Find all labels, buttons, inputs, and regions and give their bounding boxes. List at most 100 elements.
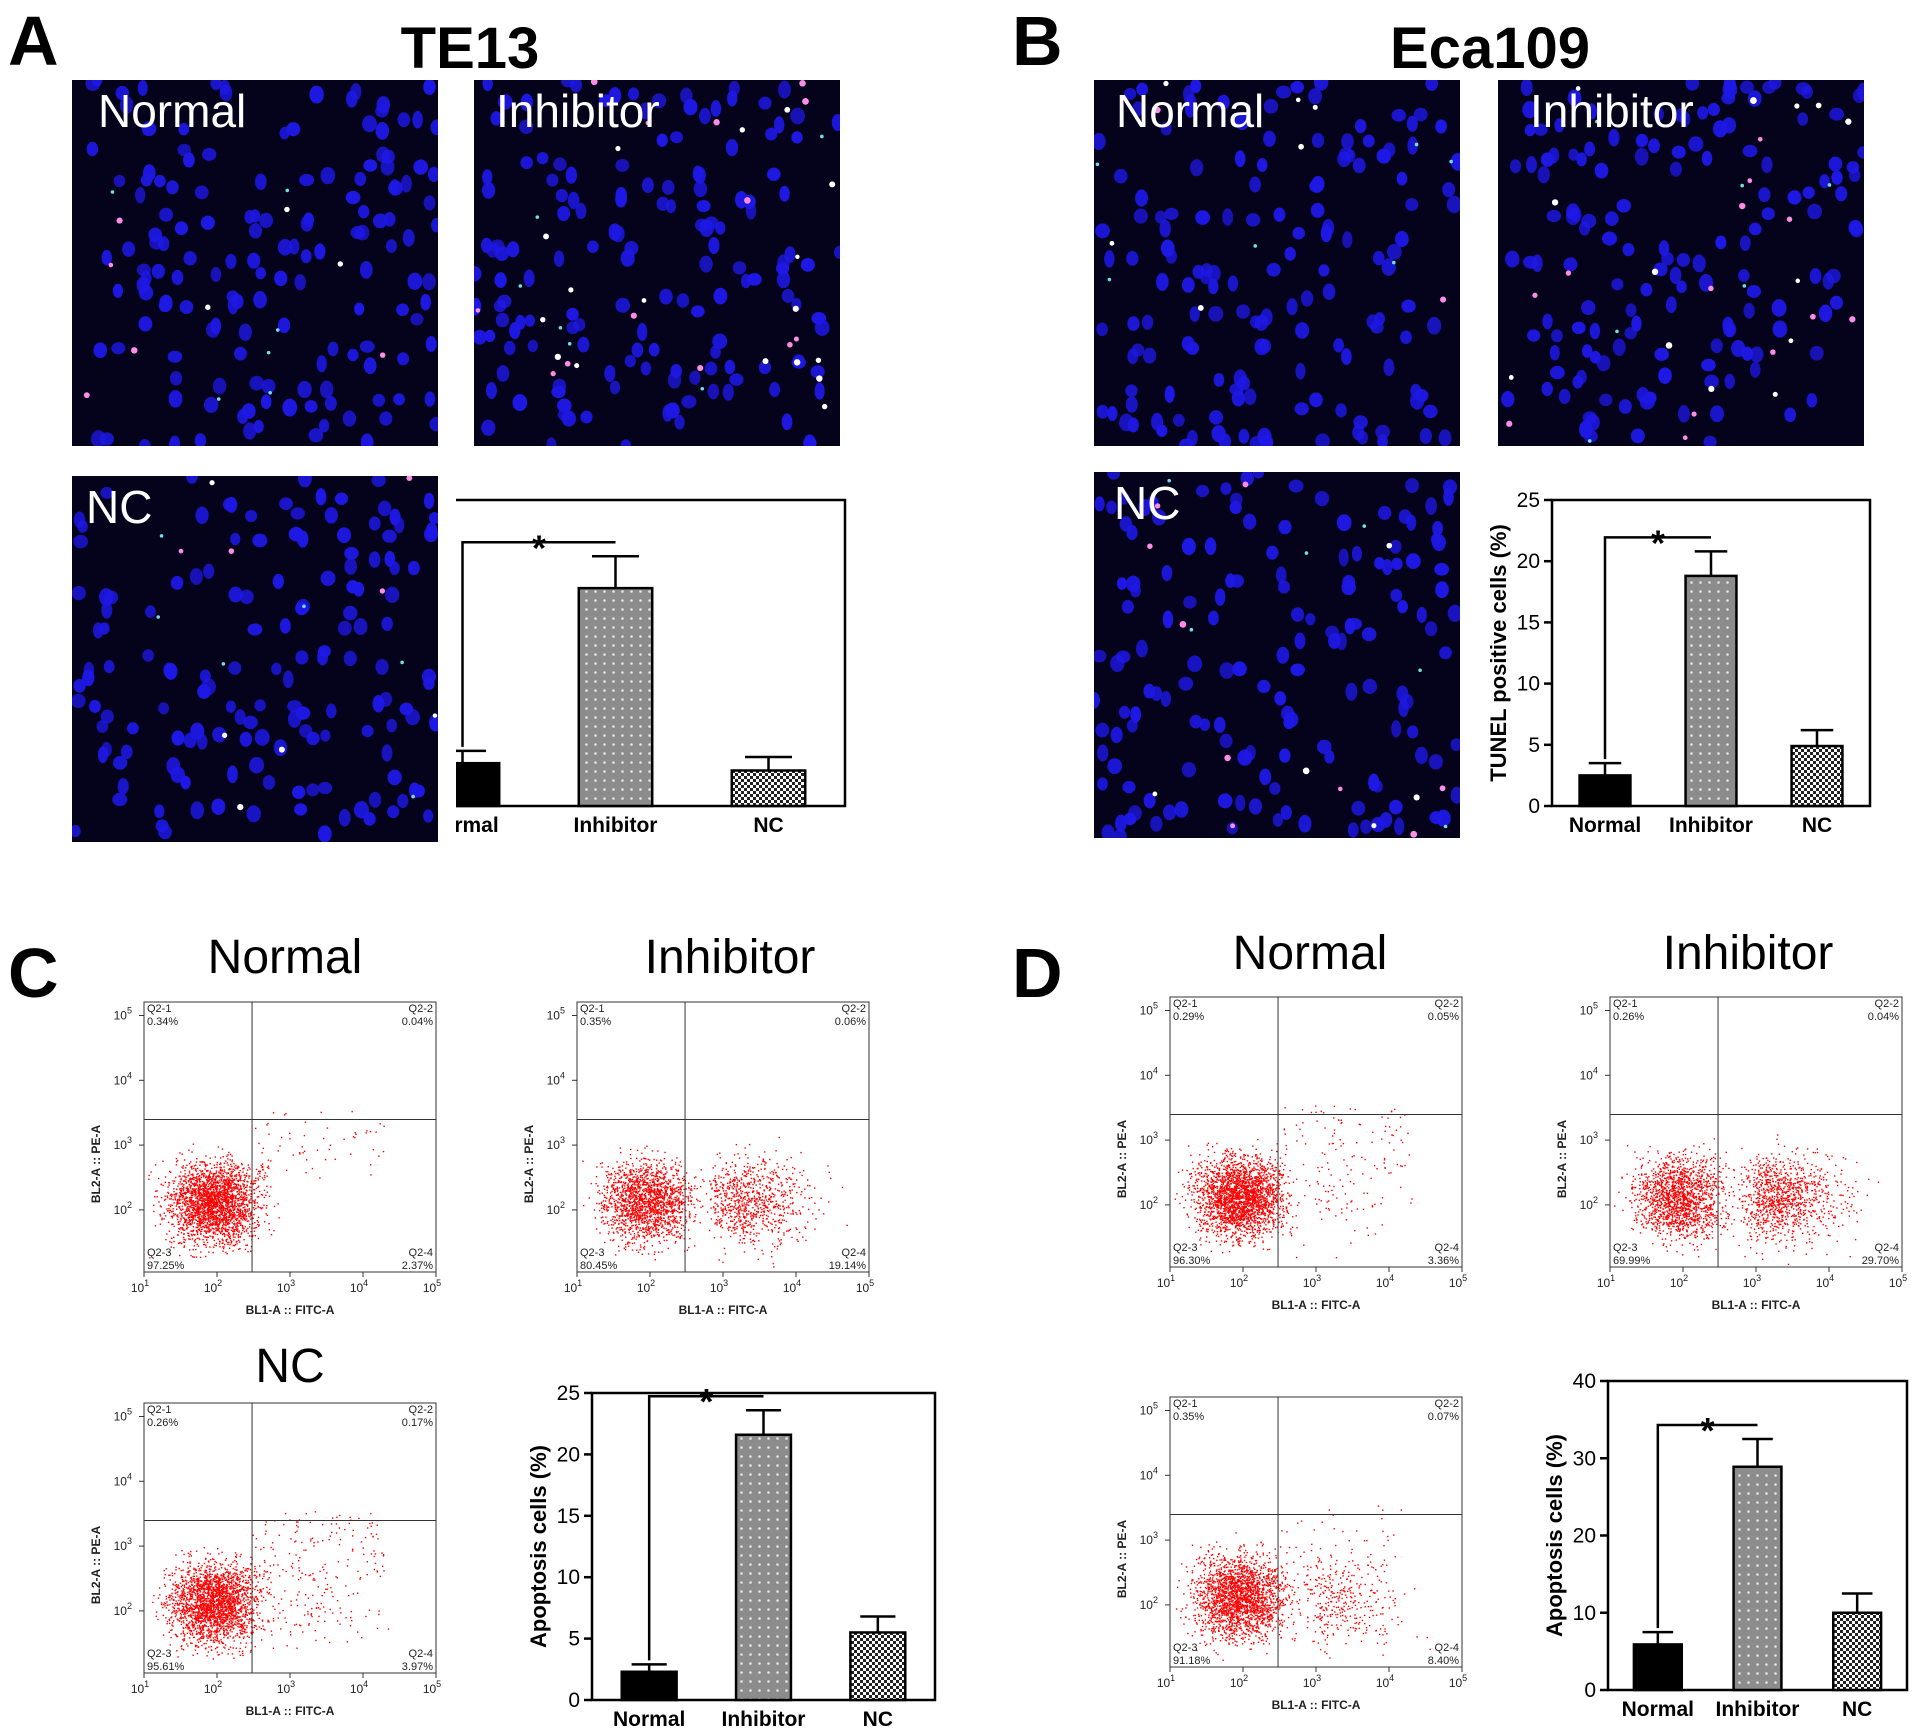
- nucleus: [1611, 278, 1624, 291]
- nucleus: [1383, 358, 1395, 377]
- nucleus: [171, 730, 185, 746]
- x-tick-label: 104: [350, 1679, 368, 1696]
- tunel-positive-cell: [1298, 143, 1304, 150]
- nucleus: [1616, 199, 1631, 213]
- nucleus: [1688, 136, 1704, 152]
- nucleus: [519, 119, 534, 135]
- nucleus: [190, 801, 205, 820]
- y-tick-label: 103: [114, 1536, 132, 1553]
- nuclei-field: [1094, 80, 1460, 446]
- y-tick-label: 30: [1573, 1447, 1596, 1470]
- nucleus: [1182, 277, 1195, 293]
- nucleus: [423, 492, 435, 510]
- nucleus: [1409, 391, 1425, 410]
- nucleus: [1257, 427, 1272, 446]
- nucleus: [776, 270, 791, 289]
- tunel-positive-cell: [108, 262, 114, 268]
- nucleus: [1435, 581, 1449, 599]
- nucleus: [665, 402, 680, 419]
- nucleus: [1362, 678, 1378, 695]
- cyan-speck: [1418, 668, 1422, 673]
- nucleus: [1213, 716, 1226, 734]
- x-tick-label: 103: [277, 1679, 295, 1696]
- nucleus: [1218, 433, 1232, 446]
- nucleus: [346, 90, 358, 108]
- y-tick-label: 25: [1517, 489, 1540, 512]
- nucleus: [1113, 829, 1127, 838]
- quadrant-name: Q2-1: [1173, 1398, 1197, 1410]
- nucleus: [1566, 203, 1580, 220]
- nucleus: [353, 801, 369, 819]
- nucleus: [1391, 557, 1403, 571]
- tunel-positive-cell: [1242, 481, 1249, 488]
- nucleus: [656, 133, 668, 147]
- event-dots: [1174, 1105, 1413, 1259]
- tunel-image-te13-normal: Normal: [72, 80, 438, 446]
- nucleus: [1829, 107, 1844, 121]
- bar-nc: [730, 769, 807, 808]
- nucleus: [1749, 346, 1764, 363]
- x-tick-label: Normal: [456, 814, 499, 837]
- nucleus: [1640, 282, 1653, 297]
- flow-plot-frame: [1169, 996, 1463, 1268]
- x-tick-label: 105: [1889, 1273, 1907, 1290]
- tunel-positive-cell: [432, 713, 438, 718]
- nucleus: [169, 435, 181, 446]
- nucleus: [1316, 739, 1332, 754]
- nucleus: [308, 428, 324, 443]
- x-tick-label: 102: [204, 1278, 222, 1295]
- nucleus: [383, 212, 396, 227]
- nucleus: [1362, 134, 1375, 148]
- nucleus: [1353, 415, 1368, 430]
- nucleus: [1235, 794, 1246, 812]
- significance-star: *: [1701, 1410, 1715, 1451]
- nucleus: [243, 715, 258, 730]
- nucleus: [803, 436, 817, 446]
- nucleus: [225, 700, 236, 713]
- y-tick-label: 102: [547, 1200, 565, 1217]
- nucleus: [1208, 305, 1224, 322]
- nucleus: [158, 236, 170, 252]
- nucleus: [1795, 82, 1811, 96]
- nucleus: [1097, 744, 1109, 762]
- y-tick-label: 10: [1573, 1602, 1596, 1625]
- nucleus: [389, 561, 400, 576]
- nucleus: [234, 346, 247, 361]
- nucleus: [1857, 146, 1864, 159]
- nucleus: [141, 121, 157, 137]
- y-tick-label: 103: [1580, 1130, 1598, 1147]
- tunel-positive-cell: [1371, 823, 1377, 829]
- nucleus: [1217, 94, 1230, 110]
- nucleus: [120, 744, 133, 760]
- nucleus: [1236, 304, 1251, 319]
- nucleus: [297, 380, 312, 399]
- nucleus: [1245, 213, 1261, 227]
- nucleus: [1204, 537, 1217, 556]
- nucleus: [1415, 746, 1428, 765]
- y-tick-label: 103: [547, 1135, 565, 1152]
- nucleus: [1676, 280, 1687, 294]
- nucleus: [362, 115, 377, 133]
- nucleus: [704, 216, 719, 230]
- x-tick-label: 102: [1670, 1273, 1688, 1290]
- nucleus: [1423, 404, 1438, 419]
- nucleus: [250, 209, 261, 223]
- nucleus: [99, 622, 110, 635]
- nucleus: [1295, 362, 1306, 380]
- nucleus: [1439, 646, 1452, 660]
- y-tick-label: 5: [568, 1628, 580, 1651]
- quadrant-name: Q2-2: [409, 1003, 433, 1015]
- nucleus: [100, 486, 114, 499]
- nucleus: [1181, 762, 1196, 778]
- bar-chart-c-apoptosis: 0 5 10 15 20 25 Apoptosis cells (%) Normal Inhib…: [526, 1381, 937, 1731]
- nucleus: [1190, 159, 1204, 177]
- tunel-positive-cell: [543, 233, 549, 240]
- tunel-positive-cell: [1154, 106, 1161, 114]
- nucleus: [565, 166, 578, 184]
- nucleus: [1435, 119, 1447, 134]
- quadrant-percent: 0.07%: [1428, 1411, 1459, 1423]
- nucleus: [661, 179, 675, 195]
- nucleus: [225, 496, 238, 513]
- nucleus: [1160, 239, 1175, 258]
- nucleus: [1429, 811, 1443, 825]
